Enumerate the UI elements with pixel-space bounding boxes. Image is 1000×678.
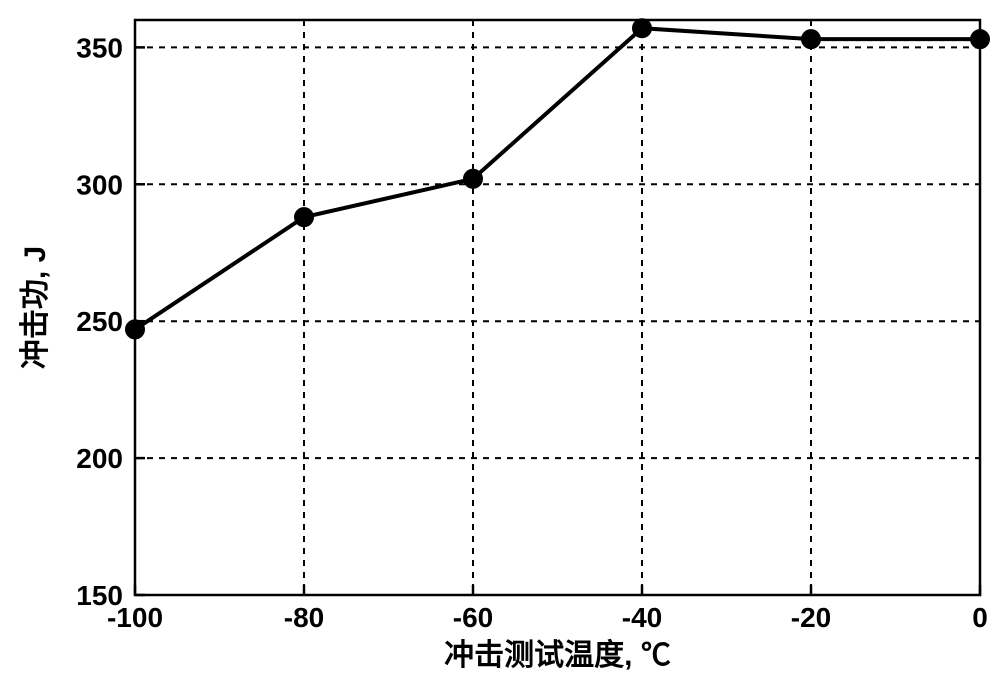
data-point [971,30,989,48]
data-point [295,208,313,226]
x-tick-label: -40 [622,602,662,633]
data-point [464,170,482,188]
line-chart: -100-80-60-40-200150200250300350冲击测试温度, … [0,0,1000,678]
y-tick-label: 350 [76,32,123,63]
x-tick-label: -20 [791,602,831,633]
y-axis-title: 冲击功, J [19,246,52,369]
x-axis-title: 冲击测试温度, ℃ [444,639,671,672]
y-tick-label: 300 [76,169,123,200]
x-tick-label: -80 [284,602,324,633]
y-tick-label: 200 [76,443,123,474]
y-tick-label: 150 [76,580,123,611]
x-tick-label: -60 [453,602,493,633]
chart-container: -100-80-60-40-200150200250300350冲击测试温度, … [0,0,1000,678]
data-point [126,320,144,338]
data-point [802,30,820,48]
data-point [633,19,651,37]
x-tick-label: 0 [972,602,988,633]
y-tick-label: 250 [76,306,123,337]
chart-bg [0,0,1000,678]
